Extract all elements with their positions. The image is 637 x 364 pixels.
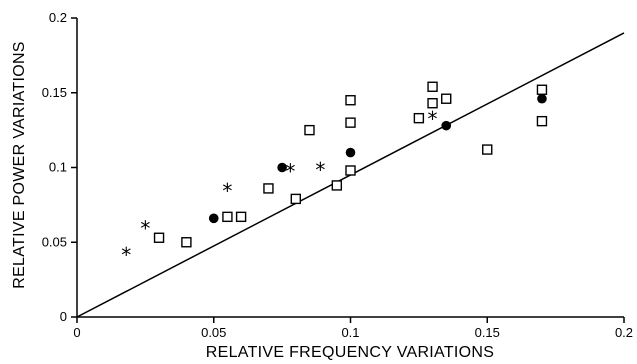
square-marker bbox=[441, 93, 452, 104]
x-tick-label: 0.2 bbox=[615, 325, 633, 340]
x-tick-label: 0.1 bbox=[341, 325, 359, 340]
asterisk-marker: * bbox=[121, 243, 131, 267]
square-marker bbox=[153, 232, 165, 243]
square-marker bbox=[427, 81, 438, 92]
square-marker bbox=[536, 84, 548, 95]
square-marker bbox=[427, 98, 438, 109]
y-tick-label: 0.05 bbox=[42, 234, 67, 249]
y-axis-title: RELATIVE POWER VARIATIONS bbox=[11, 41, 28, 289]
square-marker bbox=[345, 117, 356, 128]
y-tick-label: 0.1 bbox=[49, 160, 67, 175]
filled-circle-marker bbox=[277, 162, 287, 173]
square-marker bbox=[413, 112, 425, 124]
square-marker bbox=[263, 183, 274, 194]
square-marker bbox=[304, 124, 315, 136]
square-marker bbox=[345, 95, 356, 106]
square-marker bbox=[290, 193, 301, 205]
x-axis-title: RELATIVE FREQUENCY VARIATIONS bbox=[206, 344, 494, 361]
square-marker bbox=[331, 180, 343, 191]
filled-circle-marker bbox=[208, 213, 219, 224]
square-marker bbox=[181, 237, 192, 248]
square-marker bbox=[482, 144, 493, 155]
x-tick-label: 0 bbox=[73, 325, 80, 340]
square-marker bbox=[345, 165, 356, 176]
filled-circle-marker bbox=[537, 93, 547, 104]
asterisk-marker: * bbox=[222, 179, 232, 203]
y-tick-label: 0 bbox=[60, 309, 67, 324]
x-tick-label: 0.15 bbox=[475, 325, 500, 340]
asterisk-marker: * bbox=[315, 158, 325, 182]
points-layer: * * * * * * bbox=[121, 81, 548, 267]
y-tick-label: 0.15 bbox=[42, 85, 67, 100]
asterisk-marker: * bbox=[285, 159, 295, 183]
square-marker bbox=[235, 211, 247, 223]
x-tick-label: 0.05 bbox=[201, 325, 226, 340]
filled-circle-marker bbox=[441, 120, 452, 131]
square-marker bbox=[222, 211, 233, 223]
axes: 0 0.05 0.1 0.15 0.2 0 0.05 0.1 0.15 0.2 bbox=[42, 10, 633, 340]
asterisk-marker: * bbox=[428, 107, 438, 131]
y-tick-label: 0.2 bbox=[49, 10, 67, 25]
square-marker bbox=[536, 115, 548, 127]
asterisk-marker: * bbox=[140, 216, 150, 240]
filled-circle-marker bbox=[345, 147, 356, 158]
